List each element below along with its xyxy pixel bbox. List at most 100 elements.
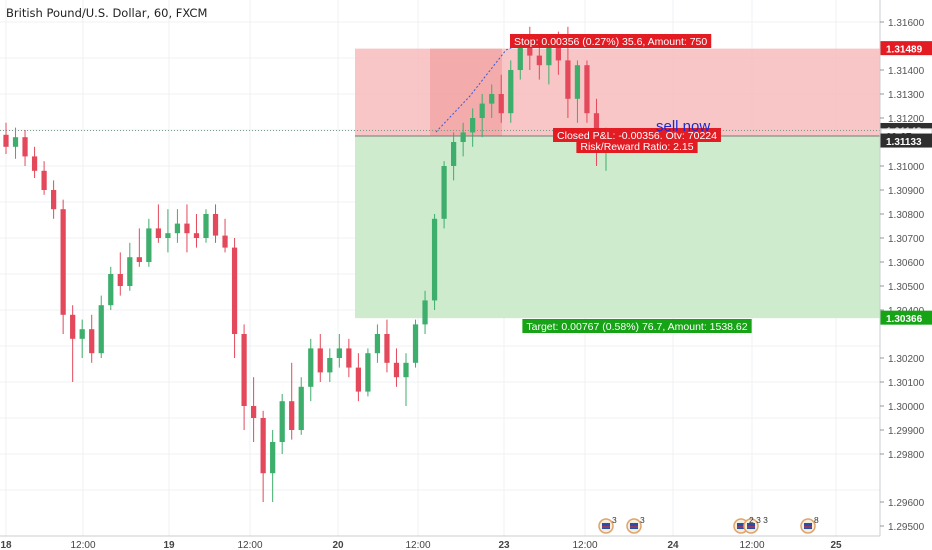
candle-body <box>546 46 552 66</box>
time-tick-label: 25 <box>830 540 842 550</box>
candle <box>451 132 457 181</box>
candle <box>41 161 47 195</box>
candle <box>3 122 9 154</box>
candle-body <box>212 214 219 236</box>
price-tick-label: 1.30800 <box>888 210 925 221</box>
candle-body <box>127 257 133 286</box>
candle <box>184 204 190 253</box>
price-tick-label: 1.31600 <box>888 18 925 29</box>
price-axis: 1.31600 1.31400 1.31300 1.31200 1.31000 1.309… <box>879 0 932 550</box>
price-tick-label: 1.30700 <box>888 234 925 245</box>
target-label: Target: 0.00767 (0.58%) 76.7, Amount: 15… <box>522 319 752 333</box>
candle-body <box>260 418 266 474</box>
candle <box>51 180 57 219</box>
us-flag-icon: 8 <box>800 515 819 534</box>
price-tick-label: 1.29600 <box>888 498 925 509</box>
candle-body <box>470 118 476 133</box>
candle <box>479 94 485 138</box>
price-tick-label: 1.30600 <box>888 258 925 269</box>
flag-field <box>630 523 638 529</box>
candle-body <box>203 214 209 238</box>
candle-body <box>31 156 38 171</box>
price-tag: 1.30366 <box>880 310 932 325</box>
price-tick-label: 1.30500 <box>888 282 925 293</box>
time-axis-bg <box>0 536 880 550</box>
candle-body <box>117 274 123 286</box>
candle <box>165 209 171 253</box>
candle <box>289 362 295 440</box>
candle-body <box>41 170 47 190</box>
candle <box>336 334 342 368</box>
risk-reward-label-bg <box>576 139 698 153</box>
candle-body <box>355 367 361 392</box>
chart-title: British Pound/U.S. Dollar, 60, FXCM <box>6 6 208 20</box>
candle <box>108 266 114 310</box>
price-tag: 1.31133 <box>880 133 932 148</box>
candle-body <box>136 257 142 262</box>
candle <box>403 353 409 406</box>
candle <box>574 60 581 123</box>
candle <box>70 305 76 382</box>
candle <box>260 410 266 502</box>
price-tag-bg <box>880 41 932 56</box>
candle-body <box>565 60 571 99</box>
candle <box>431 214 438 310</box>
closed-pl-label-bg <box>553 128 721 142</box>
candle-body <box>517 46 523 70</box>
candle-body <box>60 209 66 315</box>
candle-body <box>479 103 485 118</box>
candle-body <box>441 166 447 219</box>
price-tag: 1.31489 <box>880 41 932 56</box>
candle <box>231 238 238 358</box>
flag-field <box>602 523 610 529</box>
candle <box>174 209 181 243</box>
candle <box>222 218 228 253</box>
candle <box>251 377 257 442</box>
candle <box>279 394 285 454</box>
time-axis: 18 12:00 19 12:00 20 12:00 23 12:00 24 12:00 25 <box>0 535 880 550</box>
price-tick-label: 1.30100 <box>888 378 925 389</box>
time-tick-label: 23 <box>498 540 510 550</box>
candle-body <box>365 353 371 392</box>
candle-body <box>498 94 504 114</box>
candle <box>412 319 419 368</box>
candle <box>60 199 66 334</box>
price-tick-label: 1.30900 <box>888 186 925 197</box>
risk-reward-label: Risk/Reward Ratio: 2.15 <box>576 139 698 153</box>
candle-body <box>489 94 495 104</box>
candle-body <box>327 358 333 373</box>
candle-body <box>222 235 228 248</box>
trade-path <box>435 43 521 133</box>
candle-body <box>12 137 19 147</box>
candle-body <box>384 334 390 363</box>
price-axis-bg <box>880 0 932 550</box>
price-tick-label: 1.31300 <box>888 90 925 101</box>
candle-body <box>317 348 323 373</box>
price-tick-label: 1.31000 <box>888 162 925 173</box>
candle <box>470 108 476 147</box>
candle-body <box>508 70 514 114</box>
candle-body <box>98 305 104 354</box>
candle <box>441 161 447 229</box>
candle-body <box>422 300 428 325</box>
price-tick-label: 1.30200 <box>888 354 925 365</box>
event-count: 3 <box>612 515 617 525</box>
candle <box>355 353 361 402</box>
candle <box>270 430 276 502</box>
candle <box>317 334 323 382</box>
candle <box>31 146 38 178</box>
candle-body <box>527 46 533 56</box>
candle-body <box>403 362 409 378</box>
candle-body <box>536 55 542 66</box>
candle <box>89 314 95 363</box>
candle <box>346 338 352 378</box>
candle <box>127 242 133 291</box>
price-tag-text: 1.31489 <box>886 45 923 56</box>
candle <box>98 295 104 358</box>
candle <box>308 338 314 402</box>
candle-body <box>270 442 276 474</box>
candle <box>365 348 371 397</box>
candle-body <box>155 228 161 238</box>
